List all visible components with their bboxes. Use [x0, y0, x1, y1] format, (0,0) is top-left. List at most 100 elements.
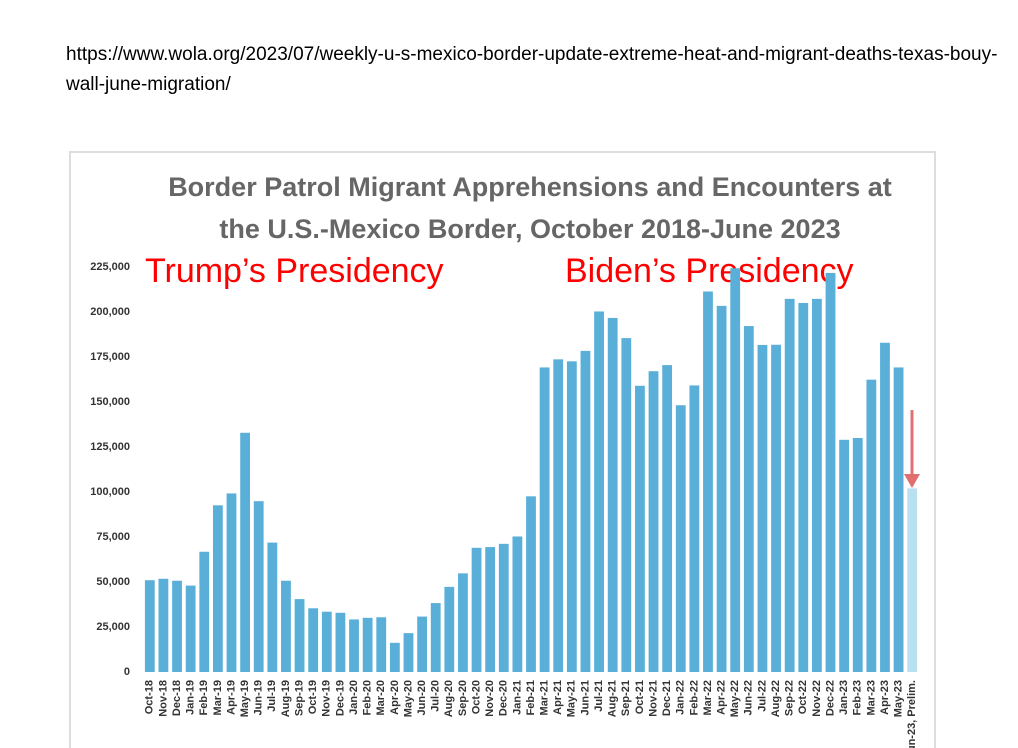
bar: [308, 608, 319, 672]
x-tick-label: Jan-21: [511, 680, 523, 715]
y-tick-label: 50,000: [96, 576, 130, 588]
arrow-head: [904, 474, 920, 488]
x-tick-label: Mar-21: [539, 680, 551, 715]
x-tick-label: Feb-21: [525, 680, 537, 715]
x-tick-label: Nov-21: [647, 680, 659, 717]
x-tick-label: Dec-18: [171, 680, 183, 716]
x-tick-label: Aug-21: [607, 680, 619, 717]
bar: [185, 585, 196, 672]
x-tick-label: Jan-19: [185, 680, 197, 715]
bar: [839, 439, 850, 672]
x-tick-label: Jan-20: [348, 680, 360, 715]
bar: [362, 617, 373, 672]
bar: [648, 371, 659, 672]
x-tick-label: Apr-22: [716, 680, 728, 715]
x-tick-label: Nov-20: [484, 680, 496, 717]
bar: [458, 573, 468, 672]
bar: [907, 488, 918, 672]
y-tick-label: 150,000: [90, 396, 130, 408]
bar: [349, 619, 359, 672]
y-tick-label: 75,000: [96, 531, 130, 543]
x-tick-label: Oct-18: [144, 680, 156, 714]
x-tick-label: Oct-21: [634, 680, 646, 714]
x-tick-label: Jun-19: [253, 680, 265, 715]
x-tick-label: Oct-19: [307, 680, 319, 714]
bar: [144, 580, 155, 672]
bar: [607, 317, 618, 672]
bar: [417, 616, 427, 672]
bar: [240, 432, 251, 672]
x-tick-label: Jun-20: [416, 680, 428, 715]
x-tick-label: May-22: [729, 680, 741, 717]
bar: [512, 536, 523, 672]
chart-title: the U.S.-Mexico Border, October 2018-Jun…: [219, 214, 840, 244]
x-tick-label: Jan-22: [675, 680, 687, 715]
bar: [825, 272, 836, 672]
x-tick-label: Feb-20: [362, 680, 374, 715]
bar: [158, 578, 169, 672]
x-tick-label: Mar-20: [375, 680, 387, 715]
x-tick-label: Sep-21: [620, 680, 632, 716]
chart-title: Border Patrol Migrant Apprehensions and …: [168, 172, 892, 202]
x-tick-label: Aug-20: [443, 680, 455, 717]
bar: [294, 599, 305, 672]
bar: [784, 298, 795, 672]
x-tick-label: May-20: [402, 680, 414, 717]
bar: [635, 385, 645, 672]
bar: [893, 367, 904, 672]
y-tick-label: 200,000: [90, 306, 130, 318]
bar: [621, 338, 632, 672]
y-tick-label: 25,000: [96, 621, 130, 633]
bar: [594, 311, 604, 672]
x-tick-label: Mar-19: [212, 680, 224, 715]
bar: [321, 611, 332, 672]
x-tick-label: Nov-19: [321, 680, 333, 717]
bar: [580, 350, 591, 672]
bar: [444, 586, 455, 672]
bar: [212, 505, 223, 672]
bar: [539, 367, 550, 672]
x-tick-label: Jul-22: [756, 680, 768, 712]
bar: [430, 603, 441, 672]
annotation: Trump’s Presidency: [145, 252, 444, 290]
bar: [403, 633, 414, 672]
bar: [730, 268, 741, 672]
x-tick-label: Dec-19: [334, 680, 346, 716]
x-tick-label: Oct-20: [470, 680, 482, 714]
bar: [526, 496, 536, 672]
x-tick-label: Feb-19: [198, 680, 210, 715]
bar: [253, 501, 264, 672]
x-tick-label: Aug-22: [770, 680, 782, 717]
bar: [852, 438, 863, 672]
y-tick-label: 175,000: [90, 351, 130, 363]
bar: [553, 359, 564, 672]
bar: [199, 551, 210, 672]
x-tick-label: Apr-21: [552, 680, 564, 715]
bar: [798, 303, 809, 672]
bar: [811, 298, 822, 672]
y-tick-label: 125,000: [90, 441, 130, 453]
x-tick-label: Jun-23, Prelim.: [906, 680, 918, 748]
x-tick-label: May-19: [239, 680, 251, 717]
x-tick-label: Nov-18: [157, 680, 169, 717]
x-tick-label: Dec-22: [824, 680, 836, 716]
x-tick-label: Feb-22: [688, 680, 700, 715]
bar: [566, 361, 577, 672]
bar: [267, 542, 278, 672]
x-tick-label: Sep-20: [457, 680, 469, 716]
bar: [376, 617, 387, 672]
bar: [471, 547, 482, 672]
bar: [716, 305, 727, 672]
x-tick-label: Mar-23: [865, 680, 877, 715]
bar: [880, 342, 890, 672]
bar: [771, 344, 781, 672]
x-tick-label: Sep-19: [293, 680, 305, 716]
bar: [689, 385, 700, 672]
x-tick-label: Jul-19: [266, 680, 278, 712]
y-tick-label: 100,000: [90, 486, 130, 498]
x-tick-label: Aug-19: [280, 680, 292, 717]
annotation: Biden’s Presidency: [565, 252, 854, 290]
x-tick-label: Apr-19: [225, 680, 237, 715]
